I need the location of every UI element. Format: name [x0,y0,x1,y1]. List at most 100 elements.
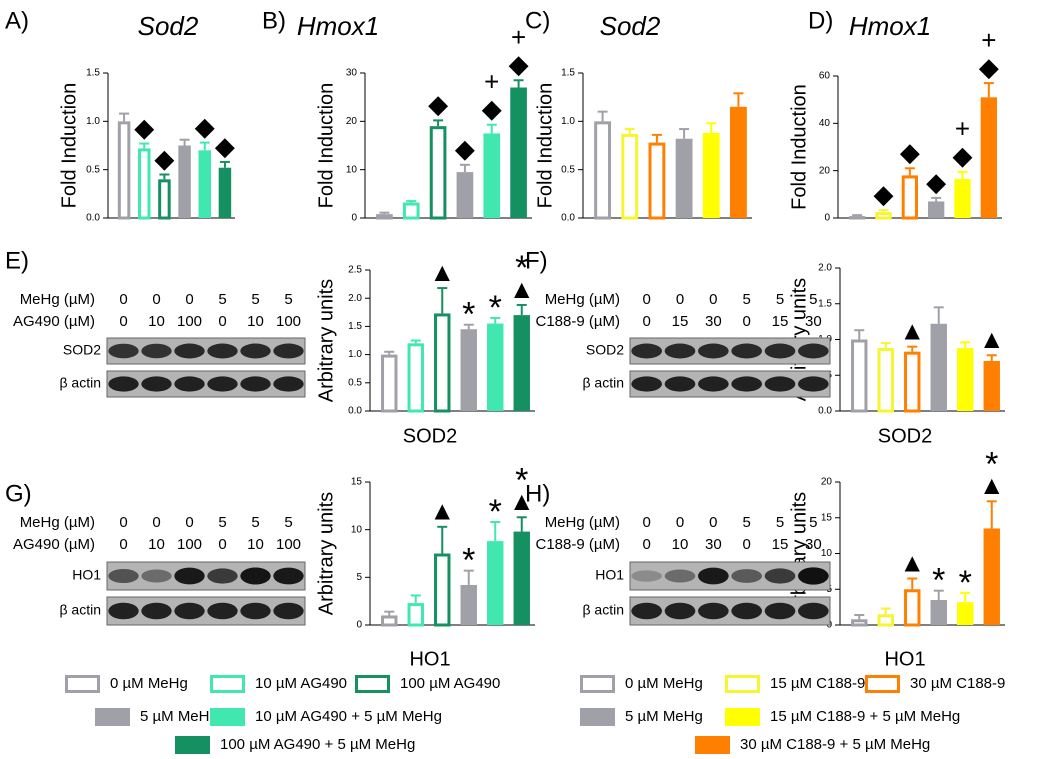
blot-band [631,376,663,392]
condition-label: MeHg (µM) [20,291,95,308]
significance-marker: ▲ [979,470,1005,500]
blot-band [174,376,205,392]
y-tick-label: 20 [821,477,833,488]
band-label: β actin [59,602,101,618]
significance-marker: + [484,67,499,97]
y-tick-label: 5 [356,572,362,583]
condition-value: 0 [119,313,127,330]
condition-value: 5 [776,291,784,308]
blot-strip [106,561,306,591]
y-tick-label: 2.0 [348,293,362,304]
condition-value: 0 [119,514,127,531]
bar [460,329,477,411]
y-tick-label: 40 [819,118,831,129]
bar [983,360,1000,411]
condition-label: AG490 (µM) [13,313,95,330]
condition-value: 0 [709,514,717,531]
y-tick-label: 0 [356,620,362,631]
bar [483,133,501,218]
blot-strip [106,596,306,626]
legend-swatch [695,736,730,754]
band-label: SOD2 [586,342,624,358]
condition-value: 0 [119,291,127,308]
significance-marker: ◆ [509,49,529,79]
condition-value: 15 [672,313,689,330]
blot-band [698,376,729,392]
condition-value: 30 [705,536,722,553]
panel-label: F) [525,247,548,274]
bar [901,175,918,220]
y-tick-label: 20 [819,165,831,176]
bar [381,615,398,627]
blot-band [798,602,829,620]
y-tick-label: 10 [351,524,363,535]
bar [702,132,720,218]
condition-value: 15 [772,536,789,553]
blot-band [240,376,271,392]
bar [456,172,474,218]
condition-value: 5 [809,291,817,308]
y-tick-label: 0.0 [561,213,575,224]
blot-band [174,602,205,620]
blot-band [764,343,796,359]
legend-swatch [725,708,760,726]
blot-band [664,602,696,620]
condition-value: 5 [742,291,750,308]
y-tick-label: 1.0 [561,116,575,127]
significance-marker: * [932,562,945,600]
condition-value: 0 [185,514,193,531]
chart-title: Sod2 [600,11,661,41]
significance-marker: ▲ [509,486,535,516]
condition-value: 0 [742,536,750,553]
condition-value: 10 [247,536,264,553]
condition-value: 0 [152,291,160,308]
y-tick-label: 0.0 [86,213,100,224]
significance-marker: ▲ [899,316,925,346]
bar [158,179,171,220]
y-tick-label: 0 [824,213,830,224]
y-tick-label: 60 [819,71,831,82]
condition-value: 5 [251,291,259,308]
condition-value: 0 [218,536,226,553]
bar [402,202,420,220]
legend-swatch [210,675,245,693]
panel-label: G) [5,480,32,507]
blot-band [174,343,205,359]
blot-band [798,376,829,392]
blot-band [108,568,139,584]
blot-strip [106,370,306,398]
y-axis-label: Arbitrary units [315,279,337,402]
condition-value: 0 [185,291,193,308]
bar [218,167,232,218]
bar [594,121,612,220]
blot-band [207,602,238,620]
blot-band [108,376,139,392]
y-tick-label: 0.0 [818,406,832,417]
blot-band [174,567,205,585]
bar [851,339,868,413]
significance-marker: ◆ [953,141,973,171]
significance-marker: ◆ [428,89,448,119]
legend-label: 0 µM MeHg [625,675,703,692]
condition-value: 5 [284,514,292,531]
significance-marker: * [489,289,502,327]
band-label: HO1 [72,567,101,583]
legend-swatch [580,708,615,726]
significance-marker: ◆ [455,134,475,164]
blot-band [273,343,304,359]
legend-swatch [175,736,210,754]
blot-band [731,569,763,583]
legend-label: 5 µM MeHg [625,708,703,725]
y-tick-label: 1.5 [818,298,832,309]
significance-marker: ▲ [899,547,925,577]
significance-marker: ◆ [926,167,946,197]
legend-swatch [95,708,130,726]
bar [434,553,451,627]
blot-band [141,569,172,583]
condition-value: 10 [148,536,165,553]
y-tick-label: 1.5 [561,68,575,79]
chart-title: Sod2 [138,11,199,41]
blot-band [108,602,139,620]
legend-swatch [865,675,900,693]
